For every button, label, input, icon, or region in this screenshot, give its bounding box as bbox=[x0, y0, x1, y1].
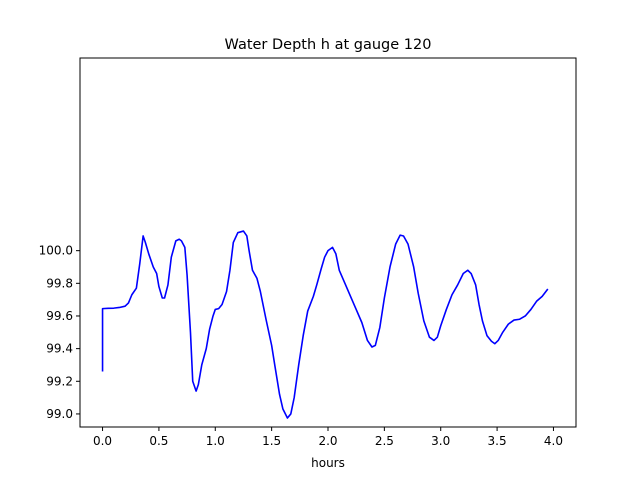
chart-title: Water Depth h at gauge 120 bbox=[225, 37, 432, 53]
x-tick-label: 0.0 bbox=[93, 434, 112, 448]
y-tick-label: 99.6 bbox=[46, 309, 73, 323]
y-tick-label: 99.8 bbox=[46, 276, 73, 290]
series-line-0 bbox=[101, 230, 549, 419]
x-tick-label: 4.0 bbox=[544, 434, 563, 448]
x-tick-label: 3.0 bbox=[431, 434, 450, 448]
y-axis-ticks: 99.0 99.2 99.4 99.6 99.8 100.0 bbox=[39, 244, 80, 421]
x-tick-label: 2.5 bbox=[375, 434, 394, 448]
x-axis-label: hours bbox=[311, 456, 345, 470]
x-tick-label: 2.0 bbox=[318, 434, 337, 448]
x-tick-label: 3.5 bbox=[488, 434, 507, 448]
x-tick-label: 1.5 bbox=[262, 434, 281, 448]
y-tick-label: 99.0 bbox=[46, 407, 73, 421]
x-tick-label: 0.5 bbox=[149, 434, 168, 448]
series-layer bbox=[101, 230, 549, 419]
x-axis-ticks: 0.0 0.5 1.0 1.5 2.0 2.5 3.0 3.5 4.0 bbox=[93, 427, 563, 448]
y-tick-label: 100.0 bbox=[39, 244, 73, 258]
plot-area bbox=[80, 58, 576, 427]
y-tick-label: 99.4 bbox=[46, 342, 73, 356]
x-tick-label: 1.0 bbox=[206, 434, 225, 448]
y-tick-label: 99.2 bbox=[46, 374, 73, 388]
